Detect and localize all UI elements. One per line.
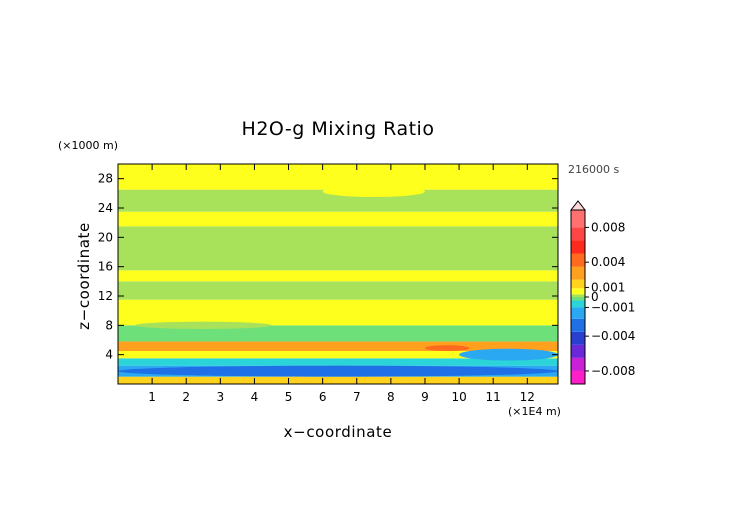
colorbar-segment (571, 331, 585, 345)
band-6 (118, 299, 558, 326)
x-tick-label: 5 (285, 390, 293, 404)
colorbar-segment (571, 357, 585, 371)
blob-1 (424, 345, 470, 352)
colorbar-label: 0.004 (591, 255, 625, 269)
colorbar-segment (571, 227, 585, 241)
x-tick-label: 9 (421, 390, 429, 404)
chart-title: H2O-g Mixing Ratio (242, 118, 435, 140)
y-tick-label: 28 (98, 172, 113, 186)
colorbar-label: 0.001 (591, 280, 625, 294)
band-9 (118, 226, 558, 271)
blob-4 (135, 321, 272, 330)
band-7 (118, 281, 558, 300)
y-tick-label: 8 (105, 318, 113, 332)
x-tick-label: 12 (520, 390, 535, 404)
x-tick-label: 1 (148, 390, 156, 404)
colorbar-segment (571, 279, 585, 289)
colorbar-segment (571, 210, 585, 228)
y-axis-ticks: 4 8 12 16 20 24 28 (98, 172, 558, 362)
y-axis-label: z−coordinate (75, 222, 93, 330)
colorbar-label: −0.004 (591, 329, 635, 343)
x-axis-ticks: 1 2 3 4 5 6 7 8 9 10 11 12 (148, 164, 535, 404)
colorbar-label: −0.008 (591, 364, 635, 378)
y-unit-label: (×1000 m) (58, 139, 118, 152)
colorbar-segment (571, 370, 585, 384)
x-unit-label: (×1E4 m) (508, 405, 561, 418)
colorbar-label: 0.008 (591, 220, 625, 234)
blob-5 (322, 186, 425, 197)
plot-area (117, 163, 559, 385)
colorbar-label: −0.001 (591, 300, 635, 314)
colorbar-segment (571, 253, 585, 267)
y-tick-label: 4 (105, 348, 113, 362)
colorbar-label: 0 (591, 290, 599, 304)
band-12 (118, 164, 558, 190)
x-tick-label: 8 (387, 390, 395, 404)
y-tick-label: 24 (98, 201, 113, 215)
x-tick-label: 6 (319, 390, 327, 404)
band-4 (118, 341, 558, 351)
band-2 (118, 358, 558, 366)
y-tick-label: 12 (98, 289, 113, 303)
band-0 (118, 376, 558, 384)
x-tick-label: 7 (353, 390, 361, 404)
x-tick-label: 3 (217, 390, 225, 404)
band-11 (118, 189, 558, 212)
colorbar-segment (571, 288, 585, 295)
blob-0 (118, 341, 228, 351)
band-5 (118, 325, 558, 342)
x-tick-label: 11 (486, 390, 501, 404)
colorbar-segment (571, 344, 585, 358)
y-tick-label: 16 (98, 260, 113, 274)
colorbar-segment (571, 300, 585, 308)
y-tick-label: 20 (98, 230, 113, 244)
colorbar-segment (571, 318, 585, 332)
blob-3 (459, 348, 558, 361)
blob-2 (118, 365, 558, 377)
x-tick-label: 2 (182, 390, 190, 404)
colorbar-segment (571, 266, 585, 280)
colorbar-segment (571, 297, 585, 301)
colorbar-segment (571, 307, 585, 319)
x-tick-label: 4 (251, 390, 259, 404)
time-label: 216000 s (568, 163, 619, 176)
band-3 (118, 351, 558, 359)
colorbar-extend-arrow (569, 200, 587, 211)
plot-frame (117, 163, 559, 385)
band-10 (118, 211, 558, 227)
x-axis-label: x−coordinate (284, 423, 393, 441)
x-tick-label: 10 (451, 390, 466, 404)
colorbar-segment (571, 240, 585, 254)
band-8 (118, 270, 558, 282)
colorbar-segment (571, 294, 585, 297)
